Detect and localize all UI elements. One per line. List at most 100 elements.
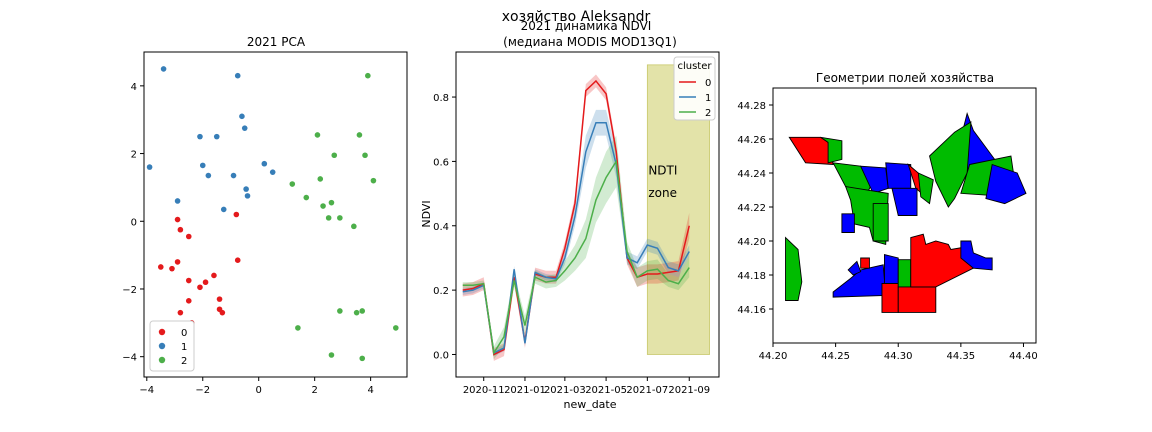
- figure-title: хозяйство Aleksandr: [502, 9, 651, 25]
- pca-point-cluster-2: [337, 215, 343, 221]
- map-ytick-label: 44.26: [737, 135, 766, 146]
- map-ytick-label: 44.16: [737, 305, 766, 316]
- pca-point-cluster-0: [211, 272, 217, 279]
- map-ytick-label: 44.28: [737, 101, 766, 112]
- pca-legend-marker-0: [158, 328, 166, 336]
- field-polygon-cluster-0: [897, 286, 937, 313]
- ndvi-legend-title: cluster: [677, 61, 712, 72]
- pca-point-cluster-2: [365, 72, 371, 79]
- field-polygon-cluster-1: [885, 162, 912, 189]
- ndvi-ytick-label: 0.2: [433, 286, 449, 297]
- field-polygon-cluster-1: [841, 213, 855, 233]
- pca-legend-marker-1: [158, 342, 166, 350]
- field-polygon-cluster-0: [860, 257, 870, 269]
- map-xtick-label: 44.25: [821, 351, 850, 362]
- pca-point-cluster-1: [230, 172, 237, 179]
- ndvi-xtick-label: 2021-03: [544, 385, 586, 396]
- ndvi-xlabel: new_date: [563, 398, 616, 411]
- map-xtick-label: 44.30: [884, 351, 913, 362]
- ndti-zone-label-line2: zone: [648, 186, 677, 200]
- pca-legend-marker-2: [158, 356, 166, 364]
- pca-legend-label-0: 0: [181, 328, 187, 339]
- pca-point-cluster-0: [197, 284, 203, 291]
- pca-point-cluster-2: [359, 355, 366, 362]
- pca-point-cluster-1: [234, 72, 241, 79]
- pca-point-cluster-0: [216, 296, 223, 302]
- pca-point-cluster-2: [303, 194, 310, 201]
- pca-point-cluster-2: [370, 177, 377, 184]
- field-polygon-cluster-1: [985, 163, 1027, 205]
- map-xtick-label: 44.35: [947, 351, 976, 362]
- ndvi-line-cluster-1: [462, 122, 690, 354]
- field-polygon-cluster-1: [847, 260, 862, 276]
- pca-point-cluster-1: [199, 162, 206, 169]
- field-polygon-cluster-2: [897, 259, 912, 288]
- ndvi-xtick-label: 2021-09: [668, 385, 710, 396]
- pca-scatter-panel: 2021 PCA −4 −2 0 2 4 −4 −2 0 2 4 0 1 2: [122, 35, 408, 396]
- pca-point-cluster-1: [244, 193, 251, 199]
- field-polygon-cluster-1: [884, 254, 899, 288]
- ndvi-line-cluster-0: [462, 79, 690, 356]
- ndvi-title-line1: 2021 динамика NDVI: [521, 19, 652, 33]
- ndvi-ytick-label: 0.6: [433, 157, 449, 168]
- field-polygon-cluster-1: [960, 240, 993, 271]
- ndvi-xtick-label: 2021-01: [504, 385, 546, 396]
- pca-point-cluster-0: [169, 265, 175, 272]
- map-ytick-label: 44.24: [737, 169, 766, 180]
- pca-point-cluster-0: [185, 298, 192, 304]
- field-polygon-cluster-1: [832, 264, 887, 298]
- pca-point-cluster-2: [331, 152, 338, 159]
- ndvi-line-cluster-2: [462, 159, 690, 355]
- fields-map-panel: Геометрии полей хозяйства 44.20 44.25 44.3…: [737, 71, 1037, 362]
- pca-xtick-label: 0: [256, 385, 262, 396]
- pca-point-cluster-0: [177, 309, 184, 316]
- pca-point-cluster-0: [185, 277, 192, 284]
- field-polygon-cluster-2: [929, 121, 972, 208]
- pca-ytick-label: −4: [122, 353, 137, 364]
- field-polygon-cluster-1: [891, 187, 918, 216]
- ndvi-legend-label-1: 1: [705, 93, 711, 104]
- pca-point-cluster-1: [241, 125, 248, 131]
- pca-point-cluster-1: [160, 66, 167, 72]
- pca-point-cluster-0: [185, 233, 192, 240]
- pca-point-cluster-1: [239, 113, 245, 120]
- pca-point-cluster-2: [328, 199, 335, 206]
- pca-point-cluster-1: [220, 206, 227, 213]
- pca-axis-ticks: −4 −2 0 2 4 −4 −2 0 2 4: [122, 82, 374, 396]
- ndvi-legend-box: [673, 56, 716, 121]
- pca-point-cluster-0: [174, 216, 181, 223]
- pca-point-cluster-2: [317, 176, 324, 182]
- pca-xtick-label: 4: [367, 385, 373, 396]
- ndvi-xtick-label: 2021-05: [585, 385, 627, 396]
- pca-point-cluster-0: [219, 309, 226, 316]
- ndvi-line-panel: 2021 динамика NDVI (медиана MODIS MOD13Q…: [420, 19, 720, 411]
- map-ytick-label: 44.22: [737, 203, 766, 214]
- ndvi-title-line2: (медиана MODIS MOD13Q1): [503, 35, 677, 49]
- field-polygon-cluster-2: [785, 236, 803, 301]
- pca-ytick-label: 2: [131, 150, 137, 161]
- pca-point-cluster-2: [356, 132, 363, 138]
- pca-point-cluster-0: [174, 259, 181, 265]
- field-polygon-cluster-2: [917, 172, 934, 205]
- ndvi-ylabel: NDVI: [420, 200, 433, 227]
- ndti-zone-label-line1: NDTI: [648, 163, 677, 177]
- pca-point-cluster-2: [320, 203, 326, 209]
- pca-point-cluster-2: [325, 215, 332, 221]
- pca-point-cluster-1: [261, 160, 268, 167]
- pca-point-cluster-0: [233, 211, 240, 218]
- pca-point-cluster-1: [213, 133, 220, 140]
- field-polygons: [785, 111, 1027, 313]
- field-polygon-cluster-2: [872, 203, 889, 242]
- map-axis-ticks: 44.20 44.25 44.30 44.35 44.40 44.16 44.18 44.20…: [737, 101, 1037, 362]
- pca-point-cluster-1: [174, 198, 181, 204]
- ndvi-legend-label-2: 2: [705, 108, 711, 119]
- pca-points: [146, 66, 399, 362]
- pca-point-cluster-2: [314, 132, 321, 138]
- map-xtick-label: 44.20: [759, 351, 788, 362]
- ndvi-legend-label-0: 0: [705, 78, 711, 89]
- map-title: Геометрии полей хозяйства: [816, 71, 994, 85]
- pca-title: 2021 PCA: [247, 35, 306, 49]
- pca-legend-label-2: 2: [181, 356, 187, 367]
